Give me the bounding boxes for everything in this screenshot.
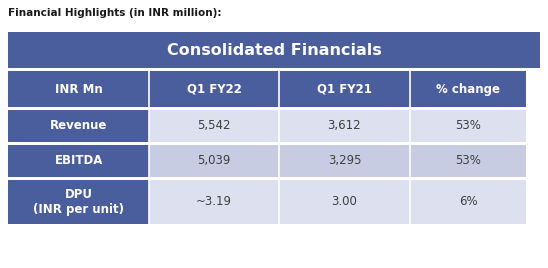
Bar — [8, 110, 149, 142]
Bar — [149, 145, 279, 177]
Text: 3,295: 3,295 — [328, 154, 361, 167]
Bar — [279, 145, 409, 177]
Bar — [409, 145, 527, 177]
Text: Consolidated Financials: Consolidated Financials — [167, 43, 381, 58]
Text: ~3.19: ~3.19 — [196, 195, 232, 208]
Bar — [8, 32, 540, 68]
Text: 3,612: 3,612 — [328, 120, 361, 132]
Text: % change: % change — [436, 83, 500, 96]
Text: DPU
(INR per unit): DPU (INR per unit) — [33, 188, 124, 216]
Text: 3.00: 3.00 — [332, 195, 357, 208]
Bar — [8, 71, 149, 107]
Text: Revenue: Revenue — [50, 120, 107, 132]
Bar — [409, 71, 527, 107]
Text: 53%: 53% — [455, 154, 481, 167]
Bar — [149, 110, 279, 142]
Bar — [8, 180, 149, 224]
Text: Q1 FY22: Q1 FY22 — [187, 83, 242, 96]
Text: 53%: 53% — [455, 120, 481, 132]
Text: Financial Highlights (in INR million):: Financial Highlights (in INR million): — [8, 8, 222, 18]
Text: 5,039: 5,039 — [197, 154, 231, 167]
Text: EBITDA: EBITDA — [54, 154, 103, 167]
Bar — [8, 145, 149, 177]
Bar — [409, 180, 527, 224]
Text: 5,542: 5,542 — [197, 120, 231, 132]
Bar — [149, 71, 279, 107]
Text: INR Mn: INR Mn — [55, 83, 102, 96]
Text: Q1 FY21: Q1 FY21 — [317, 83, 372, 96]
Bar — [279, 180, 409, 224]
Bar — [279, 71, 409, 107]
Text: 6%: 6% — [459, 195, 477, 208]
Bar — [149, 180, 279, 224]
Bar — [409, 110, 527, 142]
Bar — [279, 110, 409, 142]
